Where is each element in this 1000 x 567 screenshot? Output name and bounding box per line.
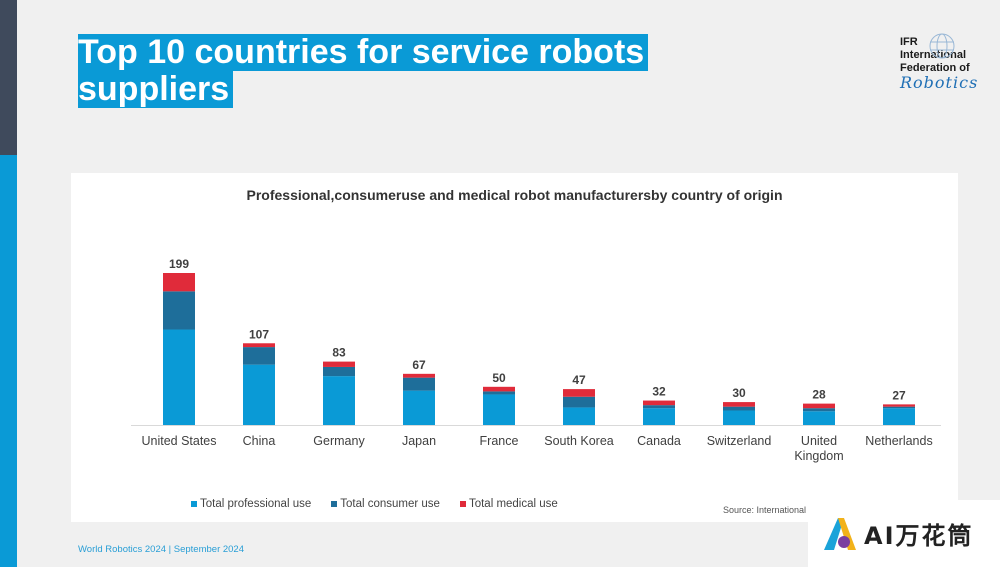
bar-united-kingdom-consumer — [803, 408, 835, 412]
bar-united-kingdom-professional — [803, 411, 835, 425]
chart-title: Professional,consumeruse and medical rob… — [246, 187, 783, 203]
bar-netherlands-consumer — [883, 406, 915, 409]
data-label-germany: 83 — [332, 346, 346, 360]
logo-federation: Federation of — [900, 62, 970, 74]
bar-china-medical — [243, 343, 275, 348]
legend-item-professional: Total professional use — [191, 498, 311, 510]
legend-item-medical: Total medical use — [459, 498, 558, 510]
legend-item-consumer: Total consumer use — [331, 498, 440, 510]
x-tick-label-germany: Germany — [313, 434, 365, 448]
data-label-switzerland: 30 — [732, 386, 746, 400]
bar-united-states-professional — [163, 329, 195, 425]
bar-china-consumer — [243, 347, 275, 365]
chart-legend: Total professional use Total consumer us… — [191, 498, 558, 510]
x-tick-label-france: France — [480, 434, 519, 448]
side-accent-blue — [0, 155, 17, 567]
x-tick-label-switzerland: Switzerland — [707, 434, 772, 448]
legend-label-consumer: Total consumer use — [340, 498, 440, 510]
legend-swatch-professional — [191, 501, 197, 507]
data-label-south-korea: 47 — [572, 373, 586, 387]
legend-label-professional: Total professional use — [200, 498, 312, 510]
data-label-japan: 67 — [412, 358, 426, 372]
chart-panel: Professional,consumeruse and medical rob… — [71, 173, 958, 522]
bar-canada-consumer — [643, 405, 675, 409]
logo-robotics: Robotics — [900, 73, 979, 92]
legend-swatch-medical — [459, 501, 466, 507]
bar-germany-consumer — [323, 366, 355, 377]
data-label-canada: 32 — [652, 385, 666, 399]
logo-ifr: IFR — [900, 36, 918, 48]
watermark-text: AI万花筒 — [864, 522, 974, 550]
bar-china-professional — [243, 364, 275, 425]
bar-switzerland-consumer — [723, 406, 755, 411]
bar-netherlands-professional — [883, 408, 915, 425]
watermark: AI万花筒 — [808, 500, 1000, 567]
legend-label-medical: Total medical use — [468, 498, 558, 510]
bar-south-korea-medical — [563, 389, 595, 397]
watermark-logo-icon — [824, 517, 856, 550]
side-accent-dark — [0, 0, 17, 155]
bar-canada-professional — [643, 408, 675, 425]
bar-switzerland-medical — [723, 402, 755, 407]
ifr-logo: IFR International Federation of Robotics — [900, 33, 995, 96]
bar-japan-medical — [403, 373, 435, 378]
x-tick-label-china: China — [243, 434, 276, 448]
bar-united-kingdom-medical — [803, 403, 835, 409]
x-tick-label-south-korea: South Korea — [544, 434, 614, 448]
data-label-china: 107 — [249, 327, 269, 341]
x-tick-label-canada: Canada — [637, 434, 681, 448]
bar-united-states-consumer — [163, 291, 195, 330]
title-line-1: Top 10 countries for service robots — [78, 34, 649, 71]
footer-text: World Robotics 2024 | September 2024 — [78, 544, 244, 555]
page-title: Top 10 countries for service robots supp… — [78, 34, 658, 108]
data-label-united-states: 199 — [169, 257, 189, 271]
bar-south-korea-consumer — [563, 396, 595, 408]
legend-swatch-consumer — [331, 501, 338, 507]
data-label-united-kingdom: 28 — [812, 388, 826, 402]
bar-japan-consumer — [403, 377, 435, 391]
bar-switzerland-professional — [723, 410, 755, 425]
bar-germany-professional — [323, 376, 355, 425]
bar-japan-professional — [403, 390, 435, 425]
globe-icon — [929, 33, 955, 59]
x-tick-label-united-kingdom: United — [801, 434, 837, 448]
x-tick-label-netherlands: Netherlands — [865, 434, 932, 448]
bar-canada-medical — [643, 400, 675, 406]
x-tick-label-japan: Japan — [402, 434, 436, 448]
logo-international: International — [900, 49, 967, 61]
data-label-netherlands: 27 — [892, 388, 906, 402]
bar-netherlands-medical — [883, 404, 915, 407]
bar-france-professional — [483, 394, 515, 425]
data-label-france: 50 — [492, 371, 506, 385]
chart-canvas: 199 United States 107 China 83 Germany 67 Japan… — [131, 257, 941, 463]
bar-germany-medical — [323, 361, 355, 367]
bar-france-medical — [483, 386, 515, 392]
x-tick-label-united-kingdom-1: Kingdom — [794, 449, 843, 463]
bar-south-korea-professional — [563, 407, 595, 425]
x-tick-label-united-states: United States — [141, 434, 216, 448]
bar-united-states-medical — [163, 273, 195, 292]
title-line-2: suppliers — [78, 71, 234, 108]
bar-france-consumer — [483, 391, 515, 395]
